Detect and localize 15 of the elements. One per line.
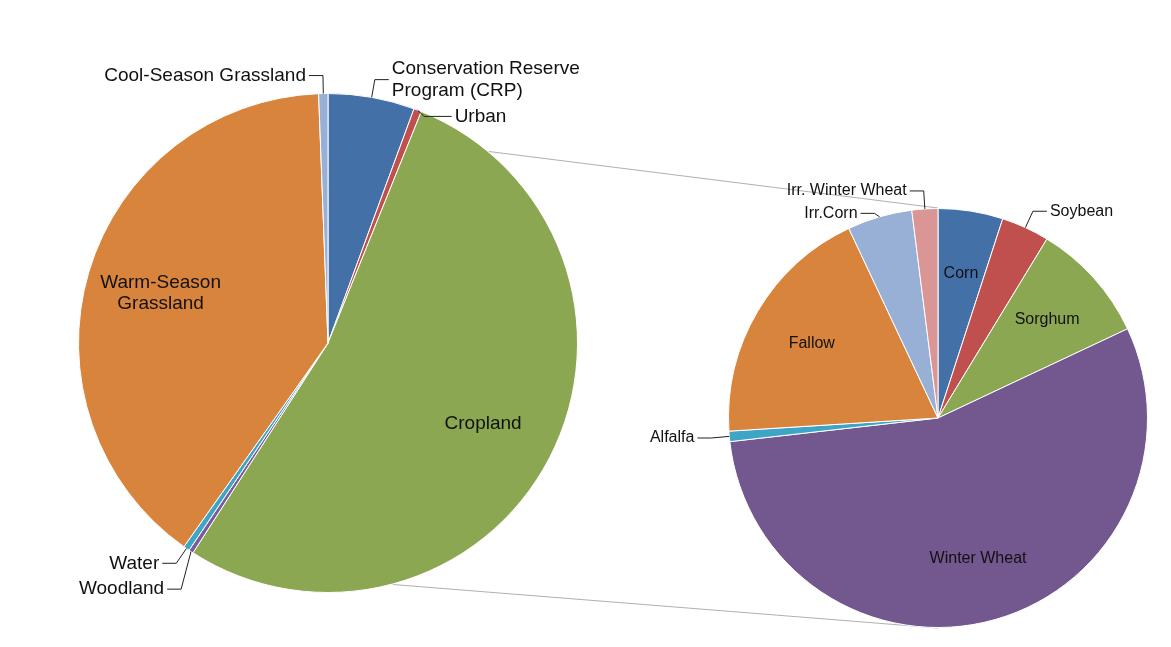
slice-label: Water (109, 551, 160, 573)
slice-label: Alfalfa (649, 428, 695, 446)
slice-label: Fallow (788, 333, 836, 351)
slice-label: Conservation Reserve Program (CRP) (391, 56, 580, 100)
slice-label: Urban (454, 104, 507, 126)
slice-label: Cropland (444, 411, 522, 433)
slice-label: Irr. Winter Wheat (786, 181, 908, 199)
slice-label: Cool-Season Grassland (104, 63, 306, 85)
slice-label: Corn (943, 263, 979, 281)
slice-label: Warm-Season Grassland (100, 270, 221, 314)
slice-label: Woodland (78, 577, 165, 599)
slice-label: Irr.Corn (804, 203, 858, 221)
slice-label: Soybean (1049, 201, 1114, 219)
slice-label: Winter Wheat (929, 549, 1028, 567)
slice-label: Sorghum (1014, 310, 1080, 328)
